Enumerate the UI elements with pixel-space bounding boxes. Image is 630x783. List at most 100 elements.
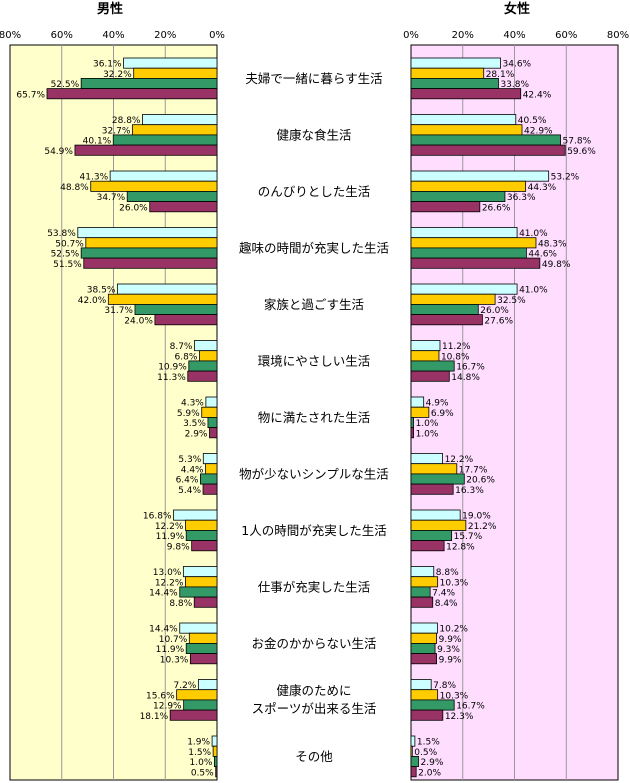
male-bar — [126, 190, 218, 202]
female-bar — [410, 756, 419, 768]
male-value-label: 28.8% — [112, 116, 141, 126]
male-value-label: 5.9% — [177, 409, 200, 419]
female-value-label: 16.7% — [456, 363, 485, 373]
female-tick-label: 40% — [503, 30, 525, 41]
male-bar — [189, 653, 218, 665]
male-panel-title: 男性 — [97, 1, 123, 17]
female-bar — [410, 473, 465, 485]
category-label: お金のかからない生活 — [251, 636, 376, 651]
female-bar — [410, 124, 523, 136]
male-value-label: 53.8% — [47, 229, 76, 239]
category-label: 物が少ないシンプルな生活 — [239, 466, 389, 481]
male-value-label: 11.9% — [156, 645, 185, 655]
female-value-label: 9.3% — [437, 645, 460, 655]
female-value-label: 14.8% — [451, 373, 480, 383]
male-bar — [191, 540, 218, 552]
female-value-label: 57.8% — [563, 137, 592, 147]
male-tick-label: 40% — [102, 30, 124, 41]
male-value-label: 10.3% — [160, 655, 189, 665]
female-bar — [410, 509, 461, 521]
female-panel-title: 女性 — [504, 1, 530, 17]
male-bar — [77, 227, 218, 239]
female-value-label: 11.2% — [442, 342, 471, 352]
female-value-label: 10.3% — [440, 691, 469, 701]
category-label: その他 — [295, 749, 333, 764]
female-bar — [410, 114, 517, 126]
male-bar — [116, 283, 218, 295]
male-bar — [185, 519, 218, 531]
female-value-label: 1.5% — [417, 738, 440, 748]
male-bar — [85, 237, 218, 249]
female-bar — [410, 643, 436, 655]
male-bar — [173, 509, 218, 521]
female-bar — [410, 78, 499, 90]
female-bar — [410, 576, 439, 588]
female-value-label: 27.6% — [484, 316, 513, 326]
female-value-label: 44.6% — [528, 250, 557, 260]
female-bar — [410, 463, 458, 475]
male-value-label: 16.8% — [143, 512, 172, 522]
male-value-label: 11.3% — [157, 373, 186, 383]
female-bar — [410, 134, 561, 146]
male-bar — [201, 406, 218, 418]
male-value-label: 14.4% — [149, 625, 178, 635]
male-bar — [209, 427, 218, 439]
male-value-label: 4.3% — [181, 399, 204, 409]
male-bar — [107, 293, 218, 305]
female-bar — [410, 293, 496, 305]
male-tick-label: 20% — [154, 30, 176, 41]
male-value-label: 38.5% — [87, 286, 116, 296]
male-value-label: 65.7% — [16, 90, 45, 100]
male-bar — [80, 78, 218, 90]
male-bar — [83, 257, 218, 269]
female-bar — [410, 144, 566, 156]
category-label: 趣味の時間が充実した生活 — [239, 240, 389, 255]
male-bar — [207, 416, 218, 428]
female-bar — [410, 483, 454, 495]
male-value-label: 5.3% — [178, 455, 201, 465]
male-bar — [205, 396, 218, 408]
male-bar — [185, 576, 218, 588]
female-value-label: 0.5% — [414, 748, 437, 758]
male-bar — [131, 124, 218, 136]
female-value-label: 12.2% — [445, 455, 474, 465]
male-bar — [142, 114, 218, 126]
category-label: のんびりとした生活 — [258, 184, 371, 199]
female-bar — [410, 427, 414, 439]
female-value-label: 17.7% — [459, 465, 488, 475]
female-bar — [410, 519, 467, 531]
male-bar — [188, 632, 218, 644]
female-value-label: 53.2% — [551, 173, 580, 183]
male-value-label: 40.1% — [83, 137, 112, 147]
female-bar — [410, 283, 518, 295]
female-tick-label: 60% — [555, 30, 577, 41]
category-label: 環境にやさしい生活 — [258, 353, 371, 368]
female-bar — [410, 247, 527, 259]
male-bar — [179, 586, 218, 598]
male-bar — [154, 314, 218, 326]
female-bar — [410, 699, 455, 711]
female-value-label: 26.6% — [482, 203, 511, 213]
female-bar — [410, 689, 439, 701]
male-value-label: 41.3% — [80, 173, 109, 183]
female-bar — [410, 735, 416, 747]
female-value-label: 40.5% — [518, 116, 547, 126]
male-bar — [185, 530, 218, 542]
male-bar — [134, 303, 218, 315]
female-value-label: 33.8% — [500, 80, 529, 90]
male-bar — [109, 170, 218, 182]
male-bar — [182, 566, 218, 578]
male-value-label: 12.2% — [155, 522, 184, 532]
female-value-label: 36.3% — [507, 193, 536, 203]
male-bar — [202, 453, 218, 465]
male-value-label: 12.9% — [153, 702, 182, 712]
male-value-label: 1.9% — [187, 738, 210, 748]
female-bar — [410, 632, 438, 644]
male-value-label: 36.1% — [93, 60, 122, 70]
female-value-label: 16.7% — [456, 702, 485, 712]
female-tick-label: 0% — [403, 30, 419, 41]
female-bar — [410, 370, 450, 382]
female-bar — [410, 406, 430, 418]
male-value-label: 9.8% — [167, 542, 190, 552]
female-value-label: 7.8% — [433, 681, 456, 691]
